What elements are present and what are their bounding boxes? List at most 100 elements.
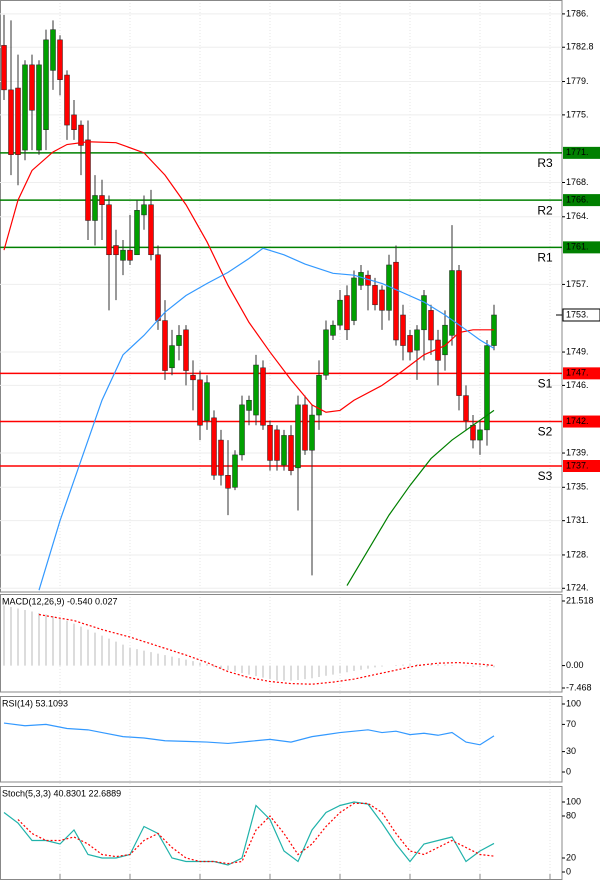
candle-body — [358, 272, 364, 286]
level-name: R2 — [537, 203, 553, 217]
moving-average — [346, 409, 495, 586]
candle-body — [162, 320, 168, 371]
level-price-label: 1766. — [566, 194, 589, 204]
level-price-label: 1737. — [566, 460, 589, 470]
candle-body — [64, 74, 70, 126]
last-price-label: 1753. — [566, 309, 589, 319]
candle-body — [22, 64, 28, 151]
level-name: S1 — [538, 377, 553, 391]
candle-body — [344, 295, 350, 331]
plot-area — [3, 722, 495, 746]
plot-area — [3, 605, 495, 685]
candle-body — [190, 374, 196, 381]
candle-body — [134, 210, 140, 256]
candle-body — [113, 245, 119, 256]
candle-body — [176, 335, 182, 346]
y-tick-label: 1728. — [566, 549, 589, 559]
level-price-box — [563, 194, 600, 207]
y-tick-label: 1739. — [566, 447, 589, 457]
candle-body — [253, 364, 259, 416]
level-price-box — [563, 367, 600, 380]
candle-body — [218, 439, 224, 476]
y-tick-label: 1768. — [566, 177, 589, 187]
candle-body — [50, 29, 56, 71]
candle-body — [239, 404, 245, 456]
candle-body — [29, 64, 35, 111]
candle-body — [183, 329, 189, 371]
y-tick-label: 1735. — [566, 482, 589, 492]
y-tick-label: 1775. — [566, 109, 589, 119]
candle-body — [477, 429, 483, 441]
candle-body — [211, 417, 217, 476]
level-price-label: 1742. — [566, 416, 589, 426]
candle-body — [85, 139, 91, 221]
candle-body — [148, 204, 154, 256]
candle-body — [8, 89, 14, 155]
candle-body — [120, 249, 126, 261]
y-tick-label: 70 — [566, 719, 576, 729]
candle-body — [281, 435, 287, 466]
candle-body — [274, 429, 280, 461]
level-name: R1 — [537, 251, 553, 265]
y-tick-label: 30 — [566, 746, 576, 756]
candle-body — [407, 335, 413, 353]
candle-body — [99, 195, 105, 205]
candle-body — [15, 87, 21, 155]
y-tick-label: -7.468 — [566, 682, 592, 692]
candle-body — [351, 277, 357, 321]
y-tick-label: 0 — [566, 766, 571, 776]
candle-body — [337, 299, 343, 326]
candle-body — [78, 124, 84, 146]
level-price-box — [563, 146, 600, 159]
candle-body — [225, 475, 231, 489]
candle-body — [155, 254, 161, 321]
level-price-box — [563, 241, 600, 254]
y-tick-label: 1764. — [566, 211, 589, 221]
candle-body — [267, 424, 273, 461]
y-tick-label: 100 — [566, 796, 581, 806]
candle-body — [309, 414, 315, 451]
candle-body — [372, 285, 378, 306]
time-ticks — [59, 874, 551, 880]
panel-title: MACD(12,26,9) -0.540 0.027 — [2, 596, 118, 606]
candle-body — [106, 204, 112, 256]
candle-body — [246, 399, 252, 411]
candle-body — [141, 204, 147, 216]
level-price-box — [563, 460, 600, 473]
level-name: S3 — [538, 469, 553, 483]
level-price-box — [563, 415, 600, 428]
candle-body — [288, 435, 294, 471]
candle-body — [463, 395, 469, 421]
candle-body — [92, 195, 98, 221]
moving-average — [3, 141, 494, 413]
level-name: S2 — [538, 425, 553, 439]
y-tick-label: 1731. — [566, 515, 589, 525]
y-tick-label: 0.00 — [566, 660, 584, 670]
candle-body — [232, 454, 238, 488]
last-price-box — [562, 308, 600, 322]
level-price-label: 1761. — [566, 242, 589, 252]
candle-body — [435, 339, 441, 361]
indicator-line — [3, 801, 495, 866]
candle-body — [379, 289, 385, 311]
y-tick-label: 1724. — [566, 583, 589, 593]
candle-body — [330, 324, 336, 336]
y-tick-label: 0 — [566, 866, 571, 876]
panel-title: RSI(14) 53.1093 — [2, 698, 68, 708]
y-tick-label: 1757. — [566, 279, 589, 289]
candle-body — [71, 114, 77, 130]
signal-line — [38, 613, 495, 685]
y-tick-label: 80 — [566, 810, 576, 820]
y-tick-label: 1779. — [566, 76, 589, 86]
candle-body — [36, 64, 42, 151]
candle-body — [449, 270, 455, 336]
y-tick-label: 21.518 — [566, 595, 594, 605]
level-name: R3 — [537, 156, 553, 170]
y-tick-label: 100 — [566, 698, 581, 708]
candle-body — [127, 249, 133, 261]
panel-frames — [0, 0, 563, 880]
candle-body — [169, 345, 175, 369]
y-tick-label: 1746. — [566, 380, 589, 390]
